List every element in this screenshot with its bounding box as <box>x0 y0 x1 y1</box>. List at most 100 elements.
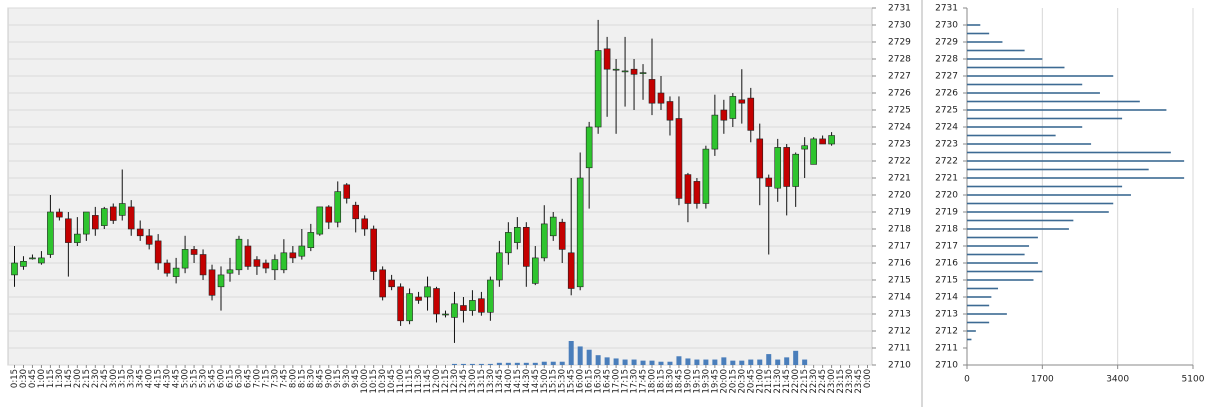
x-tick-label: 7:00 <box>252 369 262 388</box>
candle-body <box>118 203 126 216</box>
profile-bar <box>967 126 1083 128</box>
y-tick-label: 2716 <box>888 259 911 269</box>
candle-body <box>127 206 135 230</box>
volume-bar <box>514 362 520 365</box>
candle-body <box>765 177 773 187</box>
profile-bar <box>967 75 1114 77</box>
candle-body <box>244 245 252 267</box>
y-tick-label: 2722 <box>888 157 911 167</box>
candle-body <box>594 50 602 128</box>
x-tick-label: 18:45 <box>674 369 684 394</box>
candle-body <box>711 114 719 150</box>
y-tick-label: 2727 <box>888 72 911 82</box>
profile-bar <box>967 245 1030 247</box>
x-tick-label: 20:00 <box>719 369 729 394</box>
x-tick-label: 16:30 <box>594 369 604 394</box>
volume-bar <box>775 359 781 365</box>
y-tick-label: 2720 <box>935 191 958 201</box>
volume-bar <box>478 363 484 365</box>
x-tick-label: 19:15 <box>692 369 702 394</box>
volume-bar <box>667 361 673 365</box>
y-tick-label: 2712 <box>935 327 958 337</box>
x-tick-label: 9:00 <box>324 369 334 388</box>
candle-body <box>505 232 512 254</box>
y-tick-label: 2712 <box>888 327 911 337</box>
candle-body <box>451 303 458 318</box>
profile-bar <box>967 41 1003 43</box>
candle-body <box>415 296 422 301</box>
candle-body <box>675 118 683 199</box>
x-tick-label: 23:00 <box>827 369 837 394</box>
y-tick-label: 2727 <box>935 72 958 82</box>
y-tick-label: 2717 <box>935 242 958 252</box>
x-tick-label: 14:00 <box>504 369 514 394</box>
x-tick-label: 7:15 <box>261 369 271 388</box>
candle-body <box>612 68 620 71</box>
x-tick-label: 20:45 <box>746 369 756 394</box>
x-tick-label: 0 <box>964 375 970 385</box>
volume-bar <box>460 363 466 365</box>
y-tick-label: 2731 <box>888 4 911 14</box>
profile-bar <box>967 253 1025 256</box>
candle-body <box>460 305 467 311</box>
candle-body <box>585 126 593 169</box>
x-tick-label: 13:15 <box>477 369 487 394</box>
x-tick-label: 17:30 <box>630 369 640 394</box>
profile-bar <box>967 32 990 35</box>
profile-bar <box>967 321 990 324</box>
candle-body <box>702 148 710 204</box>
x-tick-label: 4:30 <box>163 369 173 388</box>
volume-bar <box>568 341 574 365</box>
y-tick-label: 2728 <box>935 55 958 65</box>
candle-body <box>38 257 45 264</box>
profile-bar <box>967 151 1171 154</box>
x-tick-label: 5:45 <box>208 369 218 388</box>
y-tick-label: 2729 <box>935 38 958 48</box>
x-tick-label: 2:15 <box>82 369 92 388</box>
volume-bar <box>505 362 511 365</box>
profile-bar <box>967 66 1065 69</box>
candle-body <box>693 181 701 204</box>
profile-bar <box>967 287 999 290</box>
volume-bar <box>793 350 799 365</box>
candle-body <box>181 249 189 269</box>
x-tick-label: 3400 <box>1106 375 1129 385</box>
profile-bar <box>967 211 1109 213</box>
volume-bar <box>451 363 457 365</box>
x-tick-label: 7:45 <box>279 369 289 388</box>
profile-bar <box>967 219 1074 222</box>
x-tick-label: 21:30 <box>773 369 783 394</box>
profile-bar <box>967 177 1185 179</box>
x-tick-label: 16:45 <box>603 369 613 394</box>
candle-body <box>136 228 144 237</box>
candle-body <box>370 228 377 272</box>
y-tick-label: 2731 <box>935 4 958 14</box>
candle-body <box>56 211 63 218</box>
x-tick-label: 15:15 <box>549 369 559 394</box>
x-tick-label: 14:45 <box>531 369 541 394</box>
candle-body <box>20 260 27 267</box>
candle-body <box>810 138 817 165</box>
x-tick-label: 23:45 <box>854 369 864 394</box>
y-tick-label: 2726 <box>888 89 911 99</box>
profile-bar <box>967 134 1056 137</box>
y-tick-label: 2715 <box>935 276 958 286</box>
profile-bar <box>967 262 1038 264</box>
volume-bar <box>748 359 754 365</box>
x-tick-label: 4:00 <box>145 369 155 388</box>
volume-bar <box>595 355 601 365</box>
profile-bar <box>967 49 1025 52</box>
candle-body <box>639 72 647 74</box>
x-tick-label: 13:45 <box>495 369 505 394</box>
candle-body <box>154 240 162 264</box>
x-tick-label: 2:30 <box>91 369 101 388</box>
x-tick-label: 8:45 <box>315 369 325 388</box>
candle-body <box>469 300 476 311</box>
profile-bar <box>967 338 972 341</box>
volume-bar <box>676 356 682 365</box>
x-tick-label: 17:00 <box>612 369 622 394</box>
candle-body <box>47 211 54 255</box>
x-tick-label: 4:45 <box>172 369 182 388</box>
y-tick-label: 2711 <box>888 344 911 354</box>
y-tick-label: 2730 <box>888 21 911 31</box>
